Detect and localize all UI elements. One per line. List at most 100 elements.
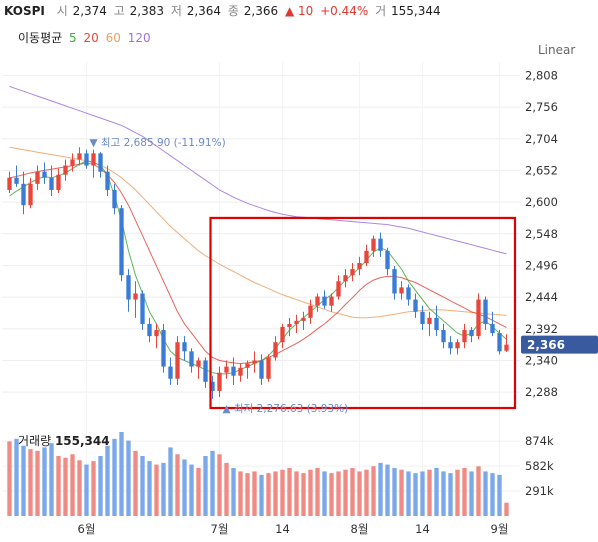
volume-value: 155,344 [391, 4, 441, 18]
ma-5: 5 [69, 31, 77, 45]
y-tick-label: 2,340 [525, 353, 558, 367]
candle-body [378, 238, 383, 251]
high-annotation: ▼ 최고 2,685.90 (-11.91%) [90, 137, 226, 149]
volume-bar [7, 441, 12, 516]
candle-body [203, 360, 208, 382]
candle-body [42, 171, 47, 178]
candle-body [140, 293, 145, 324]
ma-60: 60 [105, 31, 121, 45]
volume-bar [406, 471, 411, 516]
volume-title-label: 거래량 [18, 434, 52, 448]
volume-bar [98, 456, 103, 516]
volume-bar [420, 471, 425, 516]
candle-body [301, 317, 306, 321]
candle-body [119, 208, 124, 276]
moving-average-legend[interactable]: 이동평균 5 20 60 120 [18, 29, 154, 46]
candle-body [273, 342, 278, 358]
volume-tick-label: 582k [525, 459, 554, 473]
x-tick-label: 14 [275, 522, 290, 536]
volume-bar [245, 473, 250, 516]
low-value: 2,364 [186, 4, 222, 18]
volume-bar [77, 460, 82, 516]
volume-bar [259, 474, 264, 516]
volume-bar [497, 474, 502, 516]
volume-bar [448, 473, 453, 516]
candle-body [490, 323, 495, 334]
volume-title-value: 155,344 [54, 434, 110, 448]
volume-bar [91, 461, 96, 516]
candle-body [406, 287, 411, 300]
volume-bar [63, 457, 68, 516]
high-value: 2,383 [129, 4, 164, 18]
current-price-tag [521, 335, 598, 354]
volume-bar [504, 502, 509, 516]
candle-body [469, 330, 474, 337]
volume-bar [462, 468, 467, 516]
candle-body [322, 296, 327, 306]
y-tick-label: 2,392 [525, 322, 558, 336]
volume-bar [385, 464, 390, 516]
candle-body [420, 311, 425, 324]
candle-body [231, 366, 236, 376]
candle-body [504, 344, 509, 351]
moving-average-label: 이동평균 [18, 31, 63, 45]
candle-body [147, 323, 152, 337]
change-percent: +0.44% [320, 4, 369, 18]
volume-bar [252, 471, 257, 516]
candle-body [126, 275, 131, 300]
ma-120: 120 [127, 31, 151, 45]
volume-bar [469, 471, 474, 516]
volume-title: 거래량 155,344 [18, 432, 110, 449]
candle-body [77, 153, 82, 160]
volume-bar [133, 450, 138, 516]
volume-bar [350, 468, 355, 516]
volume-bar [217, 454, 222, 516]
y-tick-label: 2,652 [525, 163, 558, 177]
volume-bar [364, 469, 369, 516]
y-tick-label: 2,444 [525, 290, 558, 304]
low-label: 저 [170, 4, 182, 18]
candle-body [7, 177, 12, 190]
candle-body [371, 238, 376, 251]
candle-body [245, 363, 250, 368]
candle-body [343, 275, 348, 282]
scale-mode-toggle[interactable]: Linear [538, 43, 576, 57]
x-tick-label: 6월 [78, 522, 96, 536]
volume-bars [7, 432, 509, 516]
volume-bar [140, 456, 145, 516]
candle-body [70, 159, 75, 166]
volume-bar [112, 438, 117, 516]
ma-20: 20 [83, 31, 99, 45]
candle-body [84, 153, 89, 166]
ma5-line [9, 160, 507, 375]
volume-bar [483, 471, 488, 516]
candle-body [266, 357, 271, 379]
volume-bar [378, 462, 383, 516]
y-tick-label: 2,808 [525, 68, 558, 82]
volume-bar [399, 469, 404, 516]
candle-body [175, 342, 180, 379]
volume-bar [343, 469, 348, 516]
volume-bar [413, 473, 418, 516]
candle-body [35, 171, 40, 184]
volume-bar [56, 456, 61, 516]
close-value: 2,366 [243, 4, 279, 18]
candle-body [224, 366, 229, 373]
volume-bar [196, 468, 201, 516]
change-up-icon: ▲ [284, 4, 295, 18]
volume-bar [203, 456, 208, 516]
candle-body [217, 372, 222, 391]
volume-bar [210, 450, 215, 516]
candle-body [434, 317, 439, 331]
ma20-line [9, 162, 507, 365]
y-tick-label: 2,548 [525, 227, 558, 241]
ma120-line [9, 85, 507, 255]
candle-body [448, 342, 453, 349]
volume-bar [238, 471, 243, 516]
volume-bar [21, 445, 26, 516]
change-value: 10 [298, 4, 314, 18]
candle-body [413, 299, 418, 312]
volume-bar [434, 468, 439, 516]
symbol-name: KOSPI [4, 4, 45, 18]
